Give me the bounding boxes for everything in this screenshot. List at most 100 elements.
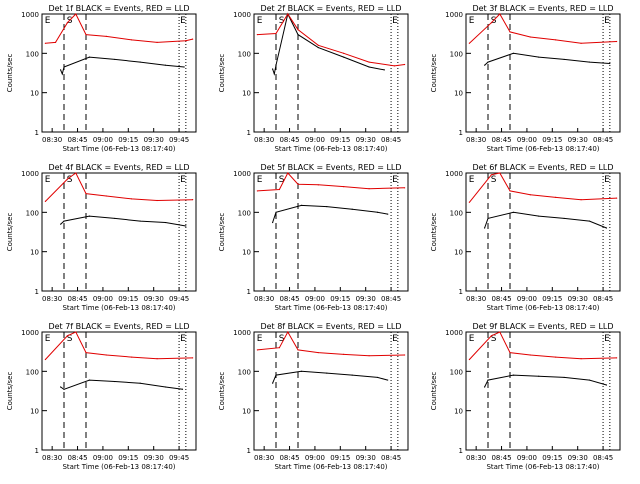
x-tick-label: 09:00 — [517, 136, 537, 144]
x-tick-label: 08:45 — [279, 136, 299, 144]
y-axis-label: Counts/sec — [6, 213, 14, 252]
lld-point — [256, 190, 258, 192]
x-tick-label: 09:00 — [93, 136, 113, 144]
plot-frame — [465, 331, 621, 451]
x-tick-label: 08:30 — [466, 295, 486, 303]
y-tick-label: 1 — [35, 288, 39, 296]
x-tick-label: 08:45 — [593, 295, 613, 303]
lld-point — [192, 199, 194, 201]
events-series-line — [272, 12, 385, 76]
x-tick-label: 09:00 — [517, 295, 537, 303]
events-point — [63, 220, 65, 222]
x-axis-label: Start Time (06-Feb-13 08:17:40) — [486, 145, 599, 153]
y-axis-label: Counts/sec — [218, 213, 226, 252]
events-point — [376, 211, 379, 213]
lld-point — [490, 22, 492, 24]
x-tick-label: 09:00 — [93, 295, 113, 303]
events-point — [61, 73, 63, 75]
marker-label: E — [45, 175, 51, 185]
lld-point — [54, 41, 57, 43]
x-tick-label: 09:45 — [169, 454, 189, 462]
y-tick-label: 10 — [30, 249, 39, 257]
y-tick-label: 1000 — [233, 329, 251, 337]
detector-panel: Det 1f BLACK = Events, RED = LLD 1 10 100 10… — [6, 4, 197, 153]
events-point — [487, 379, 489, 381]
lld-point — [131, 39, 133, 41]
lld-point — [529, 354, 531, 356]
y-tick-label: 100 — [238, 209, 251, 217]
y-axis-label: Counts/sec — [430, 372, 438, 411]
x-tick-label: 08:45 — [67, 136, 87, 144]
y-axis-label: Counts/sec — [430, 213, 438, 252]
x-tick-label: 08:45 — [381, 454, 401, 462]
panel-title: Det 7f BLACK = Events, RED = LLD — [48, 322, 189, 331]
events-point — [139, 382, 141, 384]
events-point — [114, 58, 116, 61]
marker-label: E — [180, 175, 186, 185]
lld-point — [156, 199, 158, 202]
x-tick-label: 09:45 — [169, 136, 189, 144]
panel-title: Det 9f BLACK = Events, RED = LLD — [472, 322, 613, 331]
marker-label: E — [257, 16, 263, 26]
y-axis-label: Counts/sec — [218, 54, 226, 93]
lld-point — [580, 42, 582, 44]
lld-point — [490, 174, 492, 176]
events-point — [300, 204, 302, 207]
x-tick-label: 08:30 — [254, 136, 274, 144]
x-axis-label: Start Time (06-Feb-13 08:17:40) — [274, 463, 387, 471]
events-point — [139, 220, 141, 222]
lld-point — [44, 200, 46, 202]
events-point — [588, 61, 591, 63]
events-point — [512, 52, 514, 54]
x-axis-label: Start Time (06-Feb-13 08:17:40) — [62, 463, 175, 471]
marker-label: E — [469, 175, 475, 185]
lld-point — [555, 196, 557, 198]
lld-point — [256, 33, 258, 36]
events-point — [183, 66, 185, 68]
y-tick-label: 100 — [450, 50, 463, 58]
events-point — [368, 66, 370, 68]
lld-point — [368, 355, 370, 357]
plot-frame — [41, 13, 197, 133]
y-tick-label: 1000 — [445, 170, 463, 178]
events-point — [512, 374, 514, 376]
x-tick-label: 08:45 — [381, 295, 401, 303]
events-series-line — [484, 52, 610, 66]
lld-point — [85, 192, 87, 195]
marker-label: S — [67, 175, 73, 185]
y-tick-label: 10 — [30, 90, 39, 98]
lld-point — [156, 358, 158, 360]
lld-point — [131, 198, 133, 200]
lld-point — [278, 188, 280, 191]
lld-point — [85, 33, 87, 36]
events-point — [300, 370, 302, 372]
y-tick-label: 100 — [26, 368, 39, 376]
y-tick-label: 100 — [450, 209, 463, 217]
marker-label: E — [180, 334, 186, 344]
x-tick-label: 09:00 — [305, 295, 325, 303]
x-tick-label: 09:15 — [330, 136, 350, 144]
marker-label: E — [257, 334, 263, 344]
lld-point — [616, 40, 618, 43]
plot-frame — [465, 13, 621, 133]
lld-point — [580, 199, 582, 201]
marker-label: S — [279, 334, 285, 344]
y-tick-label: 10 — [242, 249, 251, 257]
x-tick-label: 09:30 — [144, 454, 164, 462]
lld-point — [317, 44, 319, 46]
events-point — [273, 73, 275, 75]
lld-series-line — [469, 172, 617, 203]
lld-point — [368, 61, 370, 63]
events-point — [538, 56, 540, 58]
events-point — [588, 220, 591, 222]
x-tick-label: 09:00 — [517, 454, 537, 462]
events-point — [484, 227, 486, 229]
y-tick-label: 1 — [35, 129, 39, 137]
events-point — [164, 386, 167, 388]
x-tick-label: 09:15 — [118, 295, 138, 303]
events-point — [605, 384, 608, 386]
lld-series-line — [257, 172, 405, 192]
y-axis-label: Counts/sec — [218, 372, 226, 411]
events-series-line — [484, 374, 607, 388]
y-axis-label: Counts/sec — [430, 54, 438, 93]
